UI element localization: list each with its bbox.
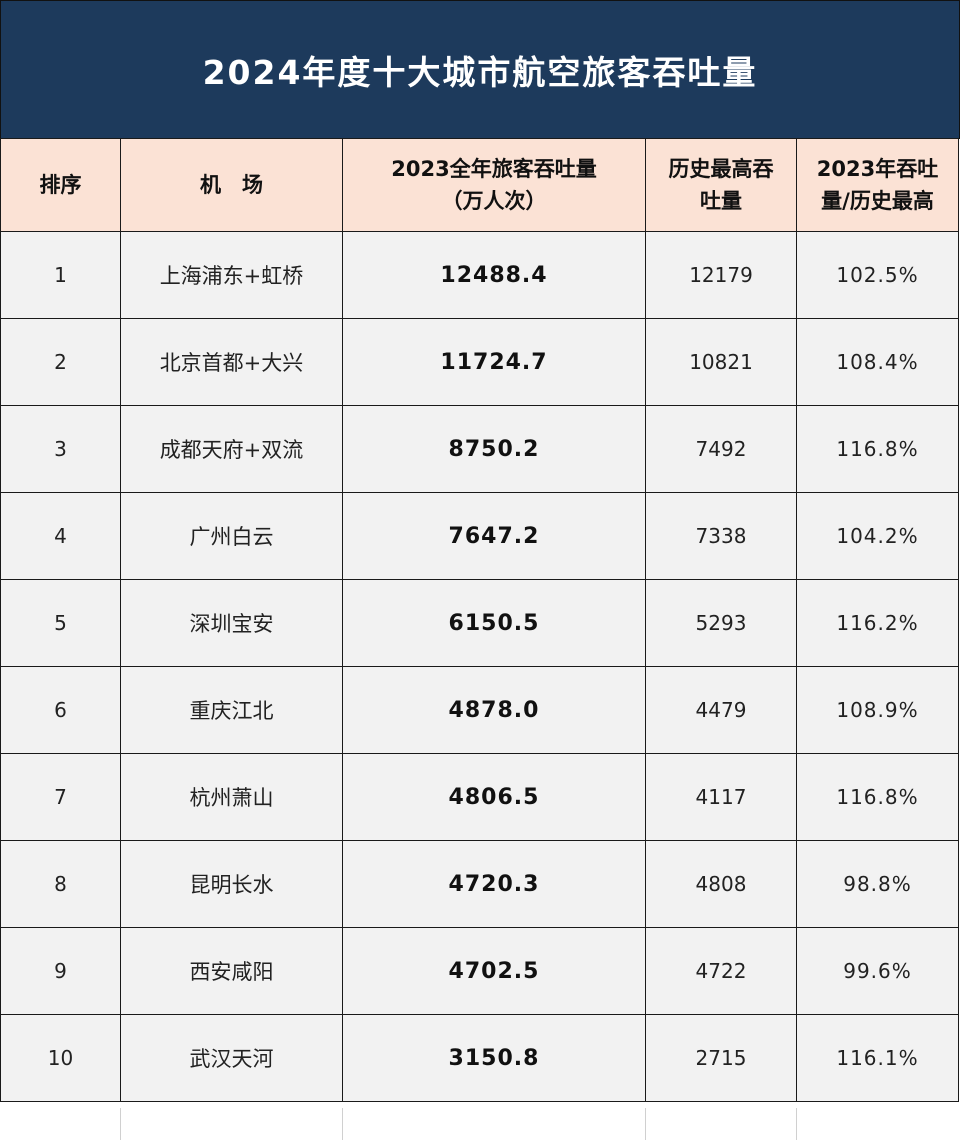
cell-rank: 6 [0,666,121,754]
header-historical-max: 历史最高吞 吐量 [645,138,797,232]
cell-historical-max: 10821 [645,318,797,406]
cell-ratio: 116.1% [796,1014,959,1102]
table-row: 3 成都天府+双流 8750.2 7492 116.8% [0,405,959,493]
cell-2023-passengers: 11724.7 [342,318,646,406]
cell-2023-passengers: 4702.5 [342,927,646,1015]
cell-historical-max: 4117 [645,753,797,841]
table-row: 4 广州白云 7647.2 7338 104.2% [0,492,959,580]
cell-ratio: 108.9% [796,666,959,754]
cell-rank: 9 [0,927,121,1015]
cell-airport: 广州白云 [120,492,343,580]
header-2023-passengers: 2023全年旅客吞吐量 （万人次） [342,138,646,232]
cell-historical-max: 5293 [645,579,797,667]
cell-ratio: 99.6% [796,927,959,1015]
cell-airport: 成都天府+双流 [120,405,343,493]
cell-historical-max: 2715 [645,1014,797,1102]
table-row: 1 上海浦东+虹桥 12488.4 12179 102.5% [0,231,959,319]
cell-2023-passengers: 12488.4 [342,231,646,319]
cell-rank: 5 [0,579,121,667]
table-row: 6 重庆江北 4878.0 4479 108.9% [0,666,959,754]
cell-historical-max: 4722 [645,927,797,1015]
table-row: 7 杭州萧山 4806.5 4117 116.8% [0,753,959,841]
cell-airport: 重庆江北 [120,666,343,754]
cell-2023-passengers: 8750.2 [342,405,646,493]
cell-rank: 10 [0,1014,121,1102]
header-row: 排序 机 场 2023全年旅客吞吐量 （万人次） 历史最高吞 吐量 2023年吞… [0,138,959,232]
cell-airport: 杭州萧山 [120,753,343,841]
cell-ratio: 116.8% [796,405,959,493]
table-body: 1 上海浦东+虹桥 12488.4 12179 102.5% 2 北京首都+大兴 11724.… [0,231,959,1102]
cell-2023-passengers: 4720.3 [342,840,646,928]
cell-rank: 2 [0,318,121,406]
cell-ratio: 108.4% [796,318,959,406]
cell-rank: 3 [0,405,121,493]
cell-historical-max: 4479 [645,666,797,754]
header-ratio: 2023年吞吐 量/历史最高 [796,138,959,232]
cell-2023-passengers: 6150.5 [342,579,646,667]
table-row: 9 西安咸阳 4702.5 4722 99.6% [0,927,959,1015]
cell-airport: 深圳宝安 [120,579,343,667]
cell-2023-passengers: 4806.5 [342,753,646,841]
cell-2023-passengers: 3150.8 [342,1014,646,1102]
cell-ratio: 98.8% [796,840,959,928]
title-bar: 2024年度十大城市航空旅客吞吐量 [0,0,960,139]
table-row: 5 深圳宝安 6150.5 5293 116.2% [0,579,959,667]
cell-ratio: 116.2% [796,579,959,667]
cell-ratio: 116.8% [796,753,959,841]
page-title: 2024年度十大城市航空旅客吞吐量 [202,52,758,92]
cell-airport: 西安咸阳 [120,927,343,1015]
cell-historical-max: 12179 [645,231,797,319]
cell-airport: 北京首都+大兴 [120,318,343,406]
cell-historical-max: 4808 [645,840,797,928]
empty-sheet-area [0,1108,960,1140]
cell-historical-max: 7338 [645,492,797,580]
cell-airport: 武汉天河 [120,1014,343,1102]
table-row: 2 北京首都+大兴 11724.7 10821 108.4% [0,318,959,406]
cell-rank: 1 [0,231,121,319]
cell-historical-max: 7492 [645,405,797,493]
cell-rank: 7 [0,753,121,841]
header-airport: 机 场 [120,138,343,232]
header-rank: 排序 [0,138,121,232]
cell-airport: 昆明长水 [120,840,343,928]
cell-ratio: 102.5% [796,231,959,319]
cell-rank: 4 [0,492,121,580]
cell-2023-passengers: 7647.2 [342,492,646,580]
cell-2023-passengers: 4878.0 [342,666,646,754]
cell-rank: 8 [0,840,121,928]
cell-airport: 上海浦东+虹桥 [120,231,343,319]
table-row: 10 武汉天河 3150.8 2715 116.1% [0,1014,959,1102]
ranking-table: 排序 机 场 2023全年旅客吞吐量 （万人次） 历史最高吞 吐量 2023年吞… [0,138,959,1102]
table-row: 8 昆明长水 4720.3 4808 98.8% [0,840,959,928]
cell-ratio: 104.2% [796,492,959,580]
